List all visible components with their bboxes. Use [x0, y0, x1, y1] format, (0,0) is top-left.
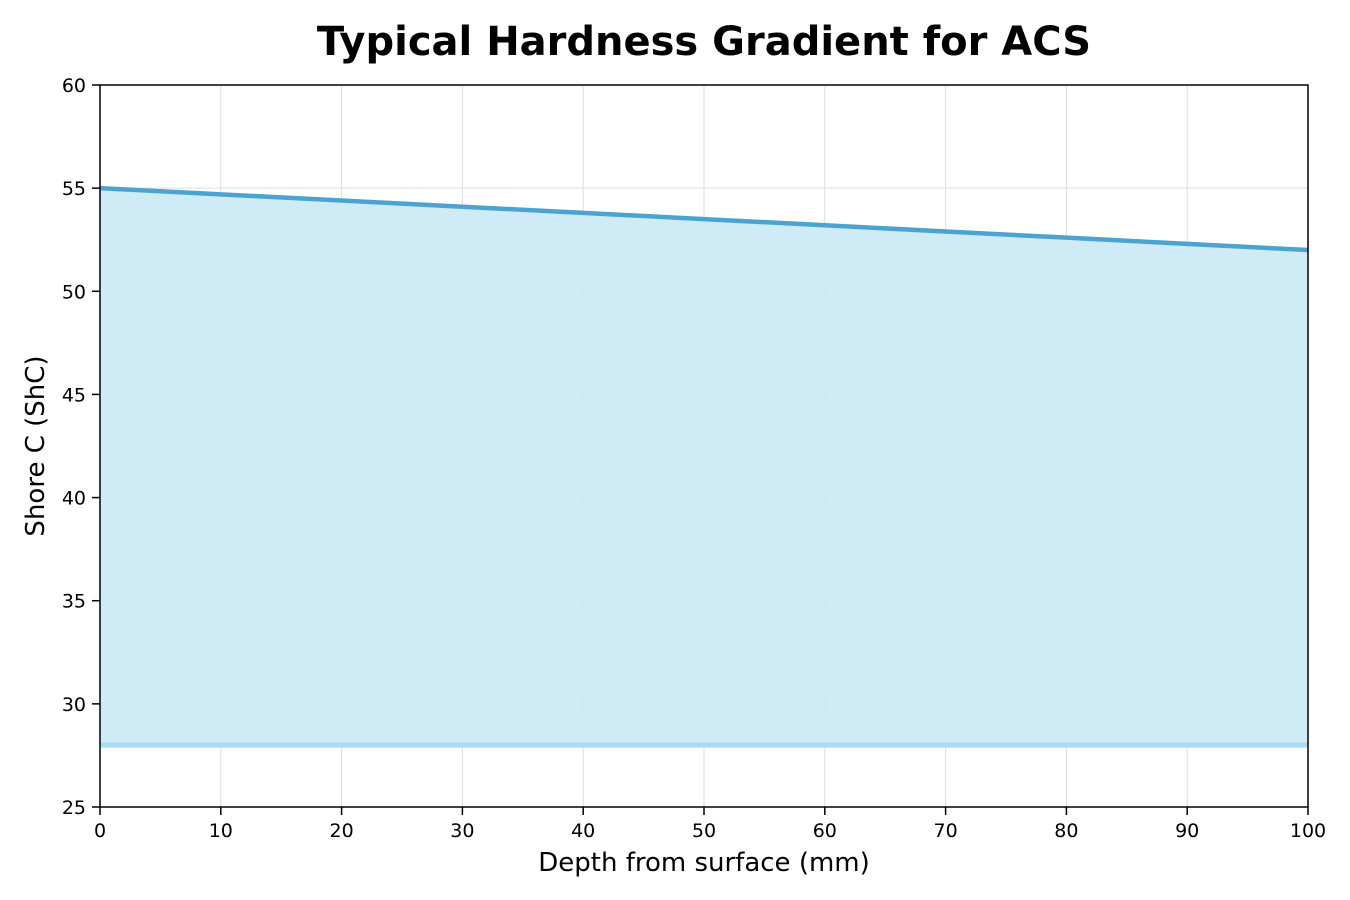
- filled-area: [100, 188, 1308, 746]
- x-tick-label: 10: [209, 820, 233, 842]
- y-tick-label: 25: [62, 797, 86, 819]
- axes-ticks: 0 10 20 30 40 50 60 70 80 90 100 25 30 35 40 45 50 55 60: [62, 75, 1326, 842]
- y-tick-label: 30: [62, 694, 86, 716]
- y-tick-label: 45: [62, 384, 86, 406]
- plot-area: [99, 185, 1309, 748]
- y-tick-label: 40: [62, 488, 86, 510]
- y-tick-label: 35: [62, 591, 86, 613]
- x-tick-label: 90: [1175, 820, 1199, 842]
- x-tick-label: 40: [571, 820, 595, 842]
- x-tick-label: 100: [1290, 820, 1326, 842]
- x-tick-label: 0: [94, 820, 106, 842]
- x-tick-label: 50: [692, 820, 716, 842]
- x-tick-label: 30: [450, 820, 474, 842]
- x-tick-label: 20: [330, 820, 354, 842]
- x-tick-label: 60: [813, 820, 837, 842]
- x-axis-label: Depth from surface (mm): [538, 848, 870, 878]
- y-tick-label: 55: [62, 178, 86, 200]
- x-tick-label: 70: [934, 820, 958, 842]
- upper-boundary-line: [99, 185, 1309, 253]
- x-tick-label: 80: [1054, 820, 1078, 842]
- chart-title: Typical Hardness Gradient for ACS: [317, 19, 1091, 65]
- y-tick-label: 50: [62, 281, 86, 303]
- y-tick-label: 60: [62, 75, 86, 97]
- y-axis-label: Shore C (ShC): [21, 355, 51, 536]
